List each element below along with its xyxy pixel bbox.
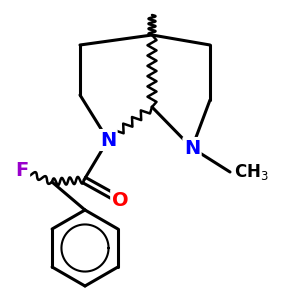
Text: O: O xyxy=(112,190,128,209)
Text: CH$_3$: CH$_3$ xyxy=(234,162,269,182)
Text: N: N xyxy=(100,130,116,149)
Text: F: F xyxy=(15,160,28,179)
Text: N: N xyxy=(184,139,200,158)
